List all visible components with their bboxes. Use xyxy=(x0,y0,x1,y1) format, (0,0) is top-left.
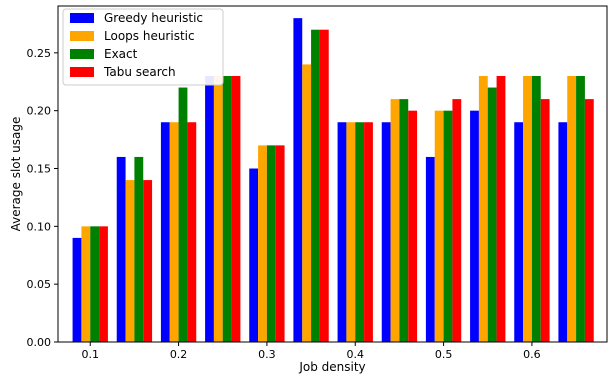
legend-swatch xyxy=(70,31,94,41)
bar-greedy-heuristic-8 xyxy=(425,156,435,342)
legend-swatch xyxy=(70,49,94,59)
bar-loops-heuristic-8 xyxy=(434,110,444,342)
legend-box xyxy=(62,8,224,86)
bar-greedy-heuristic-3 xyxy=(205,75,214,342)
bar-exact-10 xyxy=(531,75,541,342)
bar-exact-7 xyxy=(399,99,409,342)
bar-greedy-heuristic-9 xyxy=(470,110,479,342)
bar-tabu-search-10 xyxy=(540,99,550,342)
x-tick-label: 0.4 xyxy=(346,348,364,361)
bar-greedy-heuristic-7 xyxy=(381,122,391,343)
legend-swatch xyxy=(70,13,94,23)
bar-tabu-search-0 xyxy=(99,226,108,342)
x-tick-label: 0.2 xyxy=(170,348,188,361)
bar-loops-heuristic-10 xyxy=(523,75,532,342)
bar-exact-6 xyxy=(355,122,365,343)
bar-loops-heuristic-7 xyxy=(390,99,400,342)
y-tick-label: 0.10 xyxy=(27,220,52,233)
bar-tabu-search-6 xyxy=(364,122,373,343)
legend: Greedy heuristic Loops heuristic Exact Tabu… xyxy=(62,8,224,86)
bar-loops-heuristic-0 xyxy=(81,226,91,342)
bar-greedy-heuristic-11 xyxy=(558,122,568,343)
bar-exact-8 xyxy=(443,110,453,342)
x-axis-ticks: 0.1 0.2 0.3 0.4 0.5 0.6 xyxy=(81,342,541,361)
plot-frame xyxy=(57,5,608,343)
bar-greedy-heuristic-6 xyxy=(337,122,347,343)
bar-loops-heuristic-2 xyxy=(169,122,179,343)
bar-exact-2 xyxy=(178,87,188,342)
legend-entry: Exact xyxy=(104,47,138,61)
bar-loops-heuristic-5 xyxy=(302,64,312,342)
bar-tabu-search-3 xyxy=(231,75,241,342)
bar-tabu-search-7 xyxy=(408,110,418,342)
bar-tabu-search-1 xyxy=(143,180,153,342)
y-axis-ticks: 0.00 0.05 0.10 0.15 0.20 0.25 xyxy=(27,47,58,349)
bar-loops-heuristic-3 xyxy=(213,75,223,342)
bar-loops-heuristic-11 xyxy=(567,75,577,342)
y-tick-label: 0.00 xyxy=(27,336,52,349)
y-axis-label: Average slot usage xyxy=(9,117,23,232)
legend-entry: Tabu search xyxy=(103,65,176,79)
bar-group xyxy=(72,18,594,343)
bar-tabu-search-8 xyxy=(452,99,462,342)
y-tick-label: 0.20 xyxy=(27,105,52,118)
bar-greedy-heuristic-2 xyxy=(160,122,170,343)
y-tick-label: 0.05 xyxy=(27,278,52,291)
bar-exact-3 xyxy=(222,75,232,342)
legend-swatch xyxy=(70,67,94,77)
bar-greedy-heuristic-1 xyxy=(116,156,126,342)
bar-greedy-heuristic-10 xyxy=(514,122,524,343)
x-tick-label: 0.5 xyxy=(435,348,453,361)
legend-entry: Greedy heuristic xyxy=(104,11,203,25)
bar-tabu-search-9 xyxy=(496,75,506,342)
bar-exact-0 xyxy=(90,226,100,342)
bar-tabu-search-5 xyxy=(319,29,329,343)
bar-exact-5 xyxy=(311,29,320,343)
bar-exact-9 xyxy=(487,87,497,342)
bar-exact-1 xyxy=(134,156,144,342)
x-tick-label: 0.1 xyxy=(81,348,99,361)
bar-loops-heuristic-9 xyxy=(478,75,488,342)
y-tick-label: 0.25 xyxy=(27,47,52,60)
bar-greedy-heuristic-5 xyxy=(293,18,303,342)
y-tick-label: 0.15 xyxy=(27,163,52,176)
bar-loops-heuristic-6 xyxy=(346,122,356,343)
bar-loops-heuristic-4 xyxy=(258,145,267,342)
bar-exact-4 xyxy=(266,145,276,342)
bar-tabu-search-11 xyxy=(584,99,594,342)
bar-greedy-heuristic-4 xyxy=(249,168,259,342)
x-tick-label: 0.3 xyxy=(258,348,276,361)
x-axis-label: Job density xyxy=(298,360,365,374)
bar-tabu-search-2 xyxy=(187,122,197,343)
x-tick-label: 0.6 xyxy=(523,348,541,361)
bar-exact-11 xyxy=(576,75,585,342)
bar-loops-heuristic-1 xyxy=(125,180,135,342)
legend-entry: Loops heuristic xyxy=(104,29,195,43)
bar-tabu-search-4 xyxy=(275,145,285,342)
bar-greedy-heuristic-0 xyxy=(72,237,82,342)
